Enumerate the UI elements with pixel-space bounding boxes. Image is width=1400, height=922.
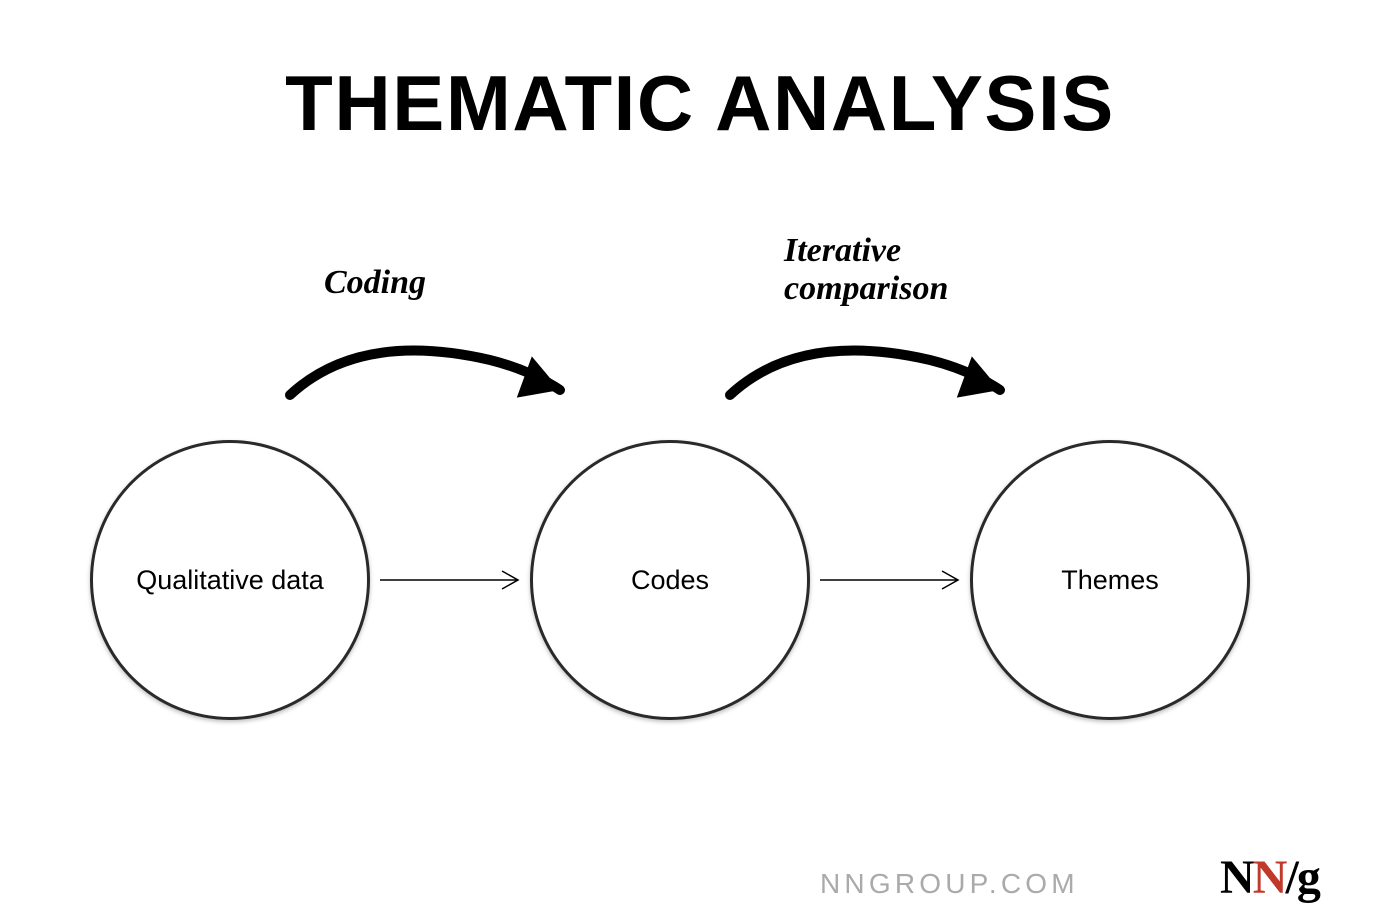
comparison-hand-label-line2: comparison <box>784 270 948 307</box>
logo-part-0: N <box>1220 851 1253 904</box>
page-title: THEMATIC ANALYSIS <box>0 58 1400 149</box>
node-qualitative-label: Qualitative data <box>136 565 324 596</box>
comparison-hand-label-line1: Iterative <box>784 232 901 269</box>
coding-hand-label-line1: Coding <box>324 264 426 301</box>
node-themes-label: Themes <box>1061 565 1159 596</box>
coding-hand-label: Coding <box>324 264 426 302</box>
node-codes: Codes <box>530 440 810 720</box>
footer-url: NNGROUP.COM <box>820 868 1079 900</box>
comparison-hand-label: Iterative comparison <box>784 232 948 308</box>
node-themes: Themes <box>970 440 1250 720</box>
logo-part-1: N <box>1253 851 1286 904</box>
diagram-canvas: THEMATIC ANALYSIS Qualitative data Codes… <box>0 0 1400 922</box>
node-codes-label: Codes <box>631 565 709 596</box>
logo-part-2: /g <box>1286 851 1320 904</box>
nng-logo: NN/g <box>1220 850 1319 905</box>
node-qualitative: Qualitative data <box>90 440 370 720</box>
